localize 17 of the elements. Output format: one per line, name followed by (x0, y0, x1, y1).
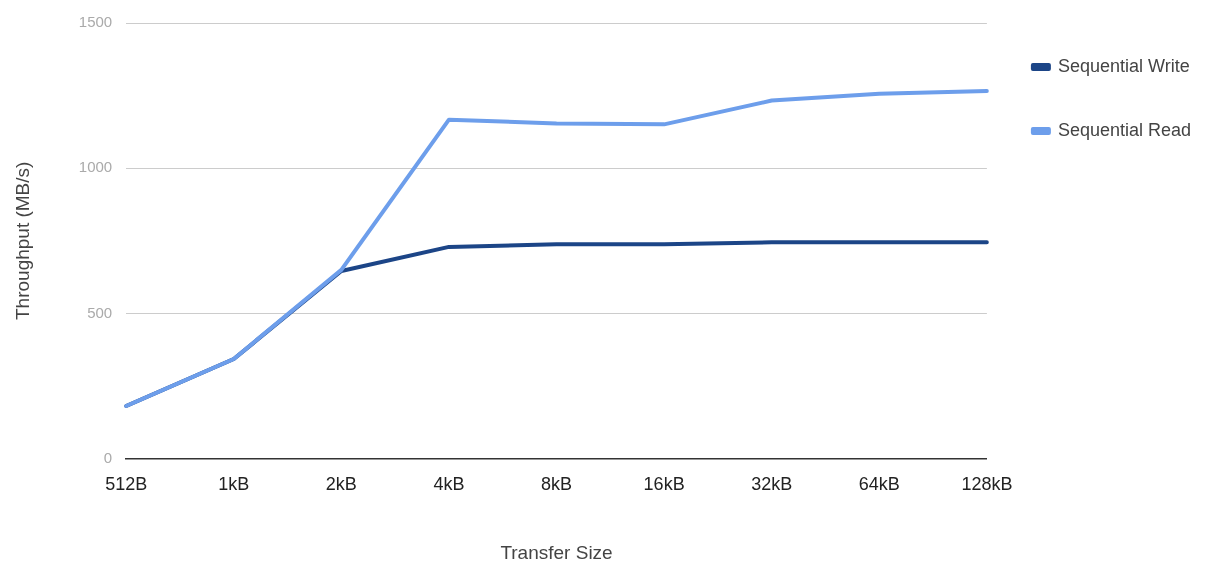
x-tick-label: 128kB (961, 474, 1013, 495)
y-tick-label: 1000 (78, 158, 113, 176)
x-tick-label: 16kB (643, 474, 685, 495)
x-tick-label: 1kB (218, 474, 250, 495)
y-tick-label: 0 (103, 448, 113, 466)
x-axis-title: Transfer Size (500, 541, 613, 563)
x-tick-label: 8kB (541, 474, 573, 495)
x-tick-label: 4kB (433, 474, 465, 495)
x-tick-label: 512B (105, 474, 148, 495)
y-axis-title: Throughput (MB/s) (11, 161, 33, 320)
y-tick-label: 500 (87, 303, 113, 321)
legend-label: Sequential Write (1057, 55, 1190, 76)
x-tick-label: 2kB (325, 474, 357, 495)
x-tick-label: 64kB (858, 474, 900, 495)
legend-label: Sequential Read (1057, 119, 1192, 140)
y-tick-label: 1500 (78, 13, 113, 31)
x-tick-label: 32kB (751, 474, 793, 495)
